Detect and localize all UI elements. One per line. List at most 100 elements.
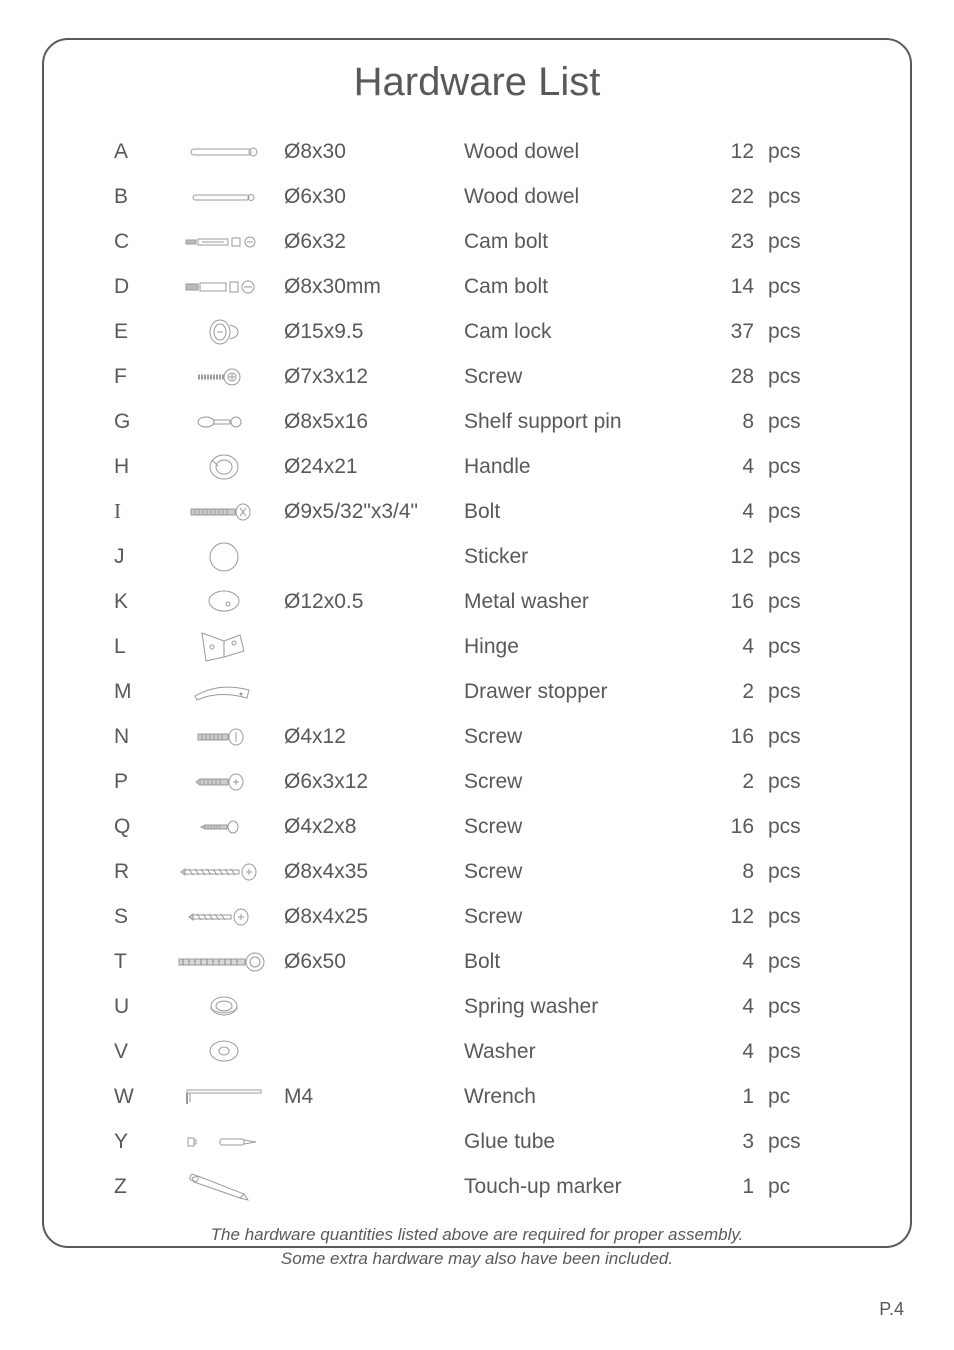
row-qty: 12 bbox=[694, 140, 764, 164]
table-row: J Sticker 12 pcs bbox=[44, 534, 910, 579]
row-unit: pcs bbox=[764, 545, 834, 569]
sticker-icon bbox=[164, 540, 284, 574]
row-letter: F bbox=[44, 365, 164, 389]
row-qty: 37 bbox=[694, 320, 764, 344]
row-unit: pcs bbox=[764, 230, 834, 254]
table-row: R Ø8x4x35 Screw 8 pcs bbox=[44, 849, 910, 894]
row-letter: H bbox=[44, 455, 164, 479]
row-unit: pcs bbox=[764, 140, 834, 164]
row-desc: Screw bbox=[464, 905, 694, 929]
row-letter: Q bbox=[44, 815, 164, 839]
row-unit: pc bbox=[764, 1175, 834, 1199]
cam-bolt-icon bbox=[164, 234, 284, 250]
row-unit: pcs bbox=[764, 365, 834, 389]
row-desc: Bolt bbox=[464, 950, 694, 974]
wrench-icon bbox=[164, 1086, 284, 1108]
row-letter: M bbox=[44, 680, 164, 704]
row-spec: Ø9x5/32"x3/4" bbox=[284, 500, 464, 524]
row-unit: pcs bbox=[764, 815, 834, 839]
row-letter: B bbox=[44, 185, 164, 209]
row-qty: 12 bbox=[694, 545, 764, 569]
row-desc: Bolt bbox=[464, 500, 694, 524]
row-letter: Y bbox=[44, 1130, 164, 1154]
row-letter: I bbox=[44, 499, 164, 524]
row-qty: 1 bbox=[694, 1175, 764, 1199]
row-spec: M4 bbox=[284, 1085, 464, 1109]
table-row: Y Glue tube 3 pcs bbox=[44, 1119, 910, 1164]
row-desc: Wood dowel bbox=[464, 185, 694, 209]
drawer-stopper-icon bbox=[164, 680, 284, 704]
row-desc: Screw bbox=[464, 365, 694, 389]
row-letter: S bbox=[44, 905, 164, 929]
row-desc: Screw bbox=[464, 815, 694, 839]
row-qty: 4 bbox=[694, 950, 764, 974]
row-spec: Ø6x3x12 bbox=[284, 770, 464, 794]
footnote: The hardware quantities listed above are… bbox=[44, 1223, 910, 1271]
row-qty: 23 bbox=[694, 230, 764, 254]
row-unit: pcs bbox=[764, 455, 834, 479]
row-unit: pcs bbox=[764, 950, 834, 974]
row-desc: Cam lock bbox=[464, 320, 694, 344]
table-row: M Drawer stopper 2 pcs bbox=[44, 669, 910, 714]
row-desc: Screw bbox=[464, 860, 694, 884]
row-qty: 16 bbox=[694, 590, 764, 614]
row-unit: pcs bbox=[764, 860, 834, 884]
row-unit: pcs bbox=[764, 410, 834, 434]
row-spec: Ø8x30 bbox=[284, 140, 464, 164]
row-desc: Handle bbox=[464, 455, 694, 479]
row-letter: Z bbox=[44, 1175, 164, 1199]
row-desc: Hinge bbox=[464, 635, 694, 659]
row-desc: Wrench bbox=[464, 1085, 694, 1109]
row-letter: P bbox=[44, 770, 164, 794]
row-spec: Ø15x9.5 bbox=[284, 320, 464, 344]
row-desc: Sticker bbox=[464, 545, 694, 569]
row-unit: pcs bbox=[764, 995, 834, 1019]
row-letter: E bbox=[44, 320, 164, 344]
row-qty: 4 bbox=[694, 455, 764, 479]
table-row: E Ø15x9.5 Cam lock 37 pcs bbox=[44, 309, 910, 354]
row-unit: pcs bbox=[764, 725, 834, 749]
row-desc: Drawer stopper bbox=[464, 680, 694, 704]
footnote-line: Some extra hardware may also have been i… bbox=[44, 1247, 910, 1271]
row-desc: Metal washer bbox=[464, 590, 694, 614]
row-qty: 8 bbox=[694, 410, 764, 434]
marker-icon bbox=[164, 1172, 284, 1202]
row-desc: Cam bolt bbox=[464, 275, 694, 299]
screw-icon bbox=[164, 819, 284, 835]
table-row: H Ø24x21 Handle 4 pcs bbox=[44, 444, 910, 489]
shelf-pin-icon bbox=[164, 414, 284, 430]
footnote-line: The hardware quantities listed above are… bbox=[44, 1223, 910, 1247]
screw-icon bbox=[164, 863, 284, 881]
table-row: G Ø8x5x16 Shelf support pin 8 pcs bbox=[44, 399, 910, 444]
row-spec: Ø8x5x16 bbox=[284, 410, 464, 434]
table-row: V Washer 4 pcs bbox=[44, 1029, 910, 1074]
hinge-icon bbox=[164, 627, 284, 667]
screw-icon bbox=[164, 908, 284, 926]
row-unit: pcs bbox=[764, 1040, 834, 1064]
row-qty: 28 bbox=[694, 365, 764, 389]
row-qty: 4 bbox=[694, 995, 764, 1019]
row-spec: Ø8x4x25 bbox=[284, 905, 464, 929]
row-qty: 4 bbox=[694, 635, 764, 659]
washer-icon bbox=[164, 589, 284, 615]
row-qty: 4 bbox=[694, 500, 764, 524]
row-letter: R bbox=[44, 860, 164, 884]
row-desc: Washer bbox=[464, 1040, 694, 1064]
row-qty: 2 bbox=[694, 680, 764, 704]
row-unit: pc bbox=[764, 1085, 834, 1109]
row-unit: pcs bbox=[764, 500, 834, 524]
row-unit: pcs bbox=[764, 320, 834, 344]
table-row: A Ø8x30 Wood dowel 12 pcs bbox=[44, 129, 910, 174]
row-desc: Touch-up marker bbox=[464, 1175, 694, 1199]
row-qty: 22 bbox=[694, 185, 764, 209]
row-letter: L bbox=[44, 635, 164, 659]
row-unit: pcs bbox=[764, 275, 834, 299]
table-row: L Hinge 4 pcs bbox=[44, 624, 910, 669]
washer-icon bbox=[164, 1039, 284, 1065]
row-desc: Shelf support pin bbox=[464, 410, 694, 434]
row-letter: W bbox=[44, 1085, 164, 1109]
screw-icon bbox=[164, 727, 284, 747]
row-unit: pcs bbox=[764, 590, 834, 614]
table-row: B Ø6x30 Wood dowel 22 pcs bbox=[44, 174, 910, 219]
screw-icon bbox=[164, 367, 284, 387]
